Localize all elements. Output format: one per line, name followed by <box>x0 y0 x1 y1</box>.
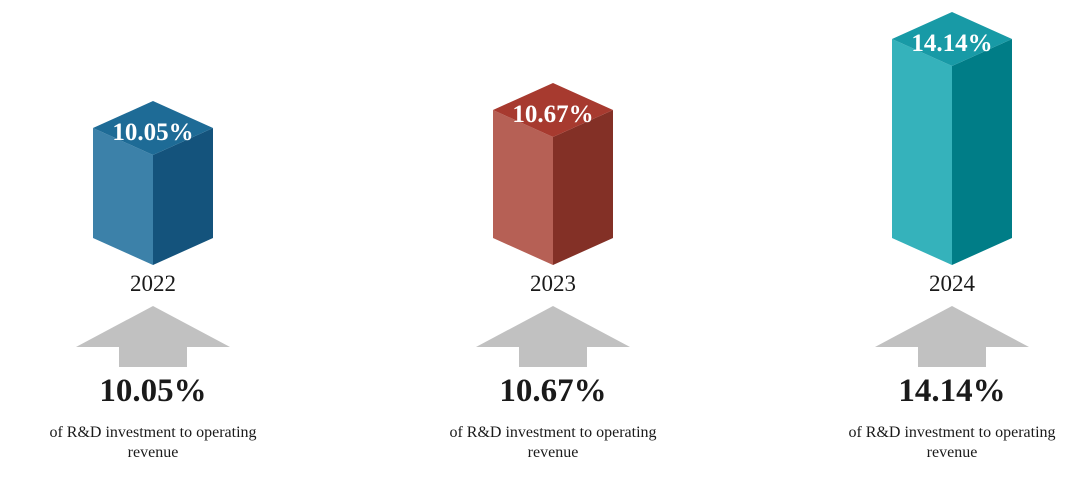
up-arrow-icon <box>76 306 230 367</box>
bar-2024: 14.14% <box>892 12 1012 265</box>
bar-2023: 10.67% <box>493 83 613 265</box>
bar-left-face <box>493 110 553 265</box>
caption-text-2022: of R&D investment to operating revenue <box>49 424 257 461</box>
bar-right-face <box>153 128 213 265</box>
up-arrow-icon <box>476 306 630 367</box>
bar-top-face <box>93 101 213 155</box>
bar-right-face <box>553 110 613 265</box>
percent-value-2024: 14.14% <box>898 373 1006 409</box>
bar-value-label: 10.67% <box>512 101 593 128</box>
up-arrow-icon <box>875 306 1029 367</box>
up-arrow-shape <box>476 306 630 367</box>
up-arrow-shape <box>875 306 1029 367</box>
bar-left-face <box>892 39 952 265</box>
up-arrow-shape <box>76 306 230 367</box>
percent-value-2023: 10.67% <box>499 373 607 409</box>
bar-right-face <box>952 39 1012 265</box>
year-label-2023: 2023 <box>530 271 576 296</box>
caption-text-2023: of R&D investment to operating revenue <box>449 424 657 461</box>
bar-top-face <box>493 83 613 137</box>
bar-value-label: 14.14% <box>911 30 992 57</box>
year-label-2022: 2022 <box>130 271 176 296</box>
bar-2022: 10.05% <box>93 101 213 265</box>
bar-top-face <box>892 12 1012 66</box>
bar-left-face <box>93 128 153 265</box>
caption-text-2024: of R&D investment to operating revenue <box>848 424 1056 461</box>
bar-value-label: 10.05% <box>112 119 193 146</box>
percent-value-2022: 10.05% <box>99 373 207 409</box>
year-label-2024: 2024 <box>929 271 975 296</box>
